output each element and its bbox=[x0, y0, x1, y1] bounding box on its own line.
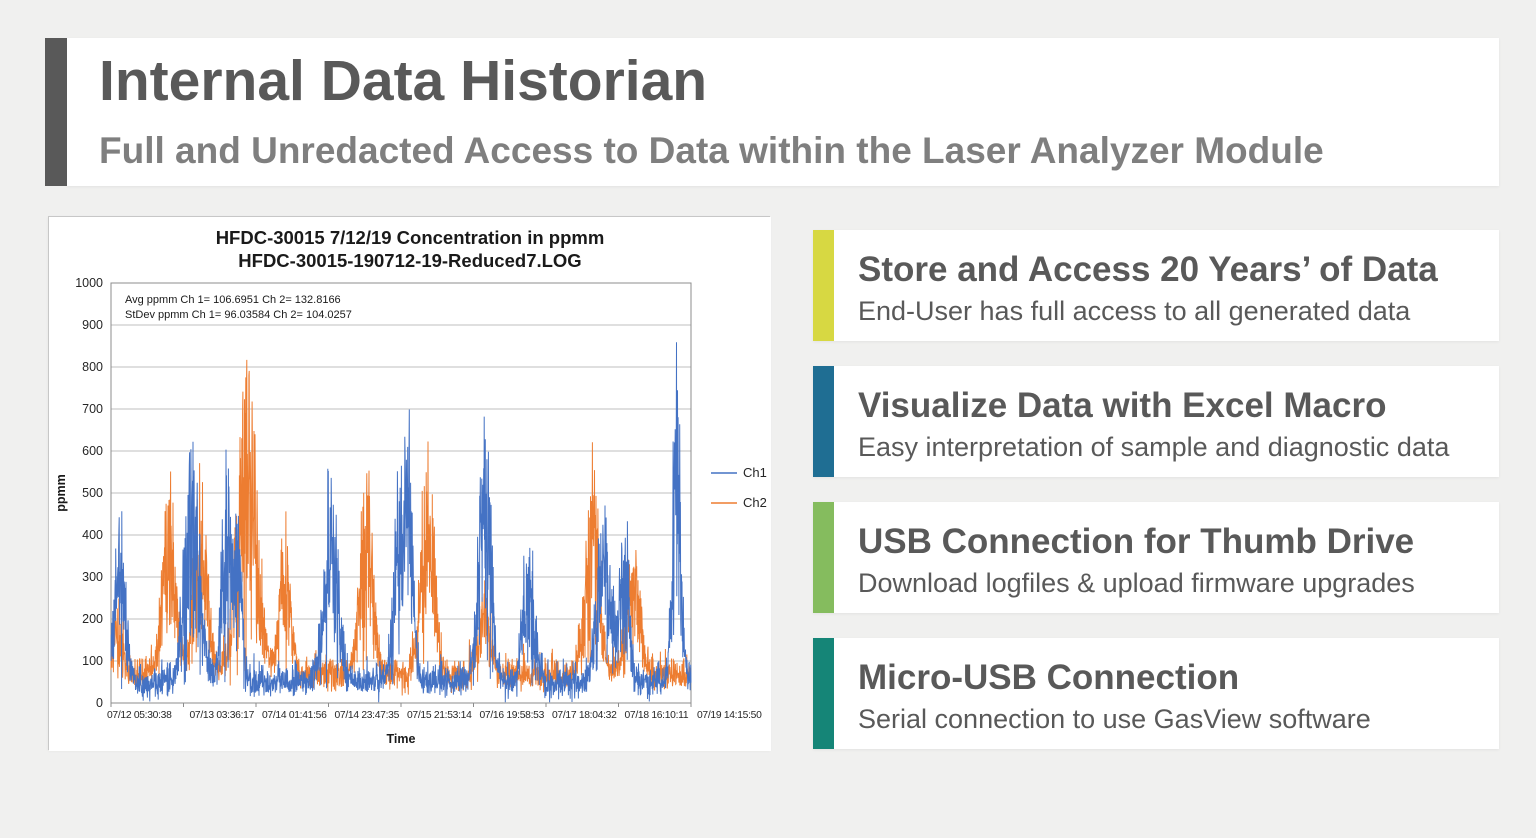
svg-text:500: 500 bbox=[82, 486, 103, 500]
svg-text:07/12 05:30:38: 07/12 05:30:38 bbox=[107, 710, 172, 721]
svg-text:07/18 16:10:11: 07/18 16:10:11 bbox=[625, 710, 689, 721]
svg-text:HFDC-30015-190712-19-Reduced7.: HFDC-30015-190712-19-Reduced7.LOG bbox=[238, 250, 581, 271]
svg-text:07/19 14:15:50: 07/19 14:15:50 bbox=[697, 710, 762, 721]
svg-text:07/14 01:41:56: 07/14 01:41:56 bbox=[262, 710, 327, 721]
svg-text:Time: Time bbox=[387, 732, 416, 746]
svg-text:07/15 21:53:14: 07/15 21:53:14 bbox=[407, 710, 472, 721]
svg-text:800: 800 bbox=[82, 360, 103, 374]
svg-text:200: 200 bbox=[82, 612, 103, 626]
svg-text:Ch1: Ch1 bbox=[743, 465, 767, 480]
svg-text:400: 400 bbox=[82, 528, 103, 542]
svg-text:300: 300 bbox=[82, 570, 103, 584]
svg-text:900: 900 bbox=[82, 318, 103, 332]
svg-text:Avg ppmm Ch 1= 106.6951 Ch 2: Avg ppmm Ch 1= 106.6951 Ch 2= 132.8166 bbox=[125, 294, 341, 306]
svg-text:07/13 03:36:17: 07/13 03:36:17 bbox=[190, 710, 255, 721]
svg-text:0: 0 bbox=[96, 696, 103, 710]
svg-text:600: 600 bbox=[82, 444, 103, 458]
svg-text:ppmm: ppmm bbox=[54, 474, 68, 512]
svg-text:700: 700 bbox=[82, 402, 103, 416]
svg-text:Ch2: Ch2 bbox=[743, 495, 767, 510]
svg-text:1000: 1000 bbox=[75, 276, 103, 290]
svg-text:HFDC-30015 7/12/19 Concentrat: HFDC-30015 7/12/19 Concentration in ppmm bbox=[216, 227, 605, 248]
svg-text:StDev ppmm Ch 1= 96.03584 Ch: StDev ppmm Ch 1= 96.03584 Ch 2= 104.0257 bbox=[125, 309, 352, 321]
svg-text:07/16 19:58:53: 07/16 19:58:53 bbox=[480, 710, 545, 721]
svg-text:100: 100 bbox=[82, 654, 103, 668]
svg-text:07/17 18:04:32: 07/17 18:04:32 bbox=[552, 710, 617, 721]
svg-text:07/14 23:47:35: 07/14 23:47:35 bbox=[335, 710, 400, 721]
